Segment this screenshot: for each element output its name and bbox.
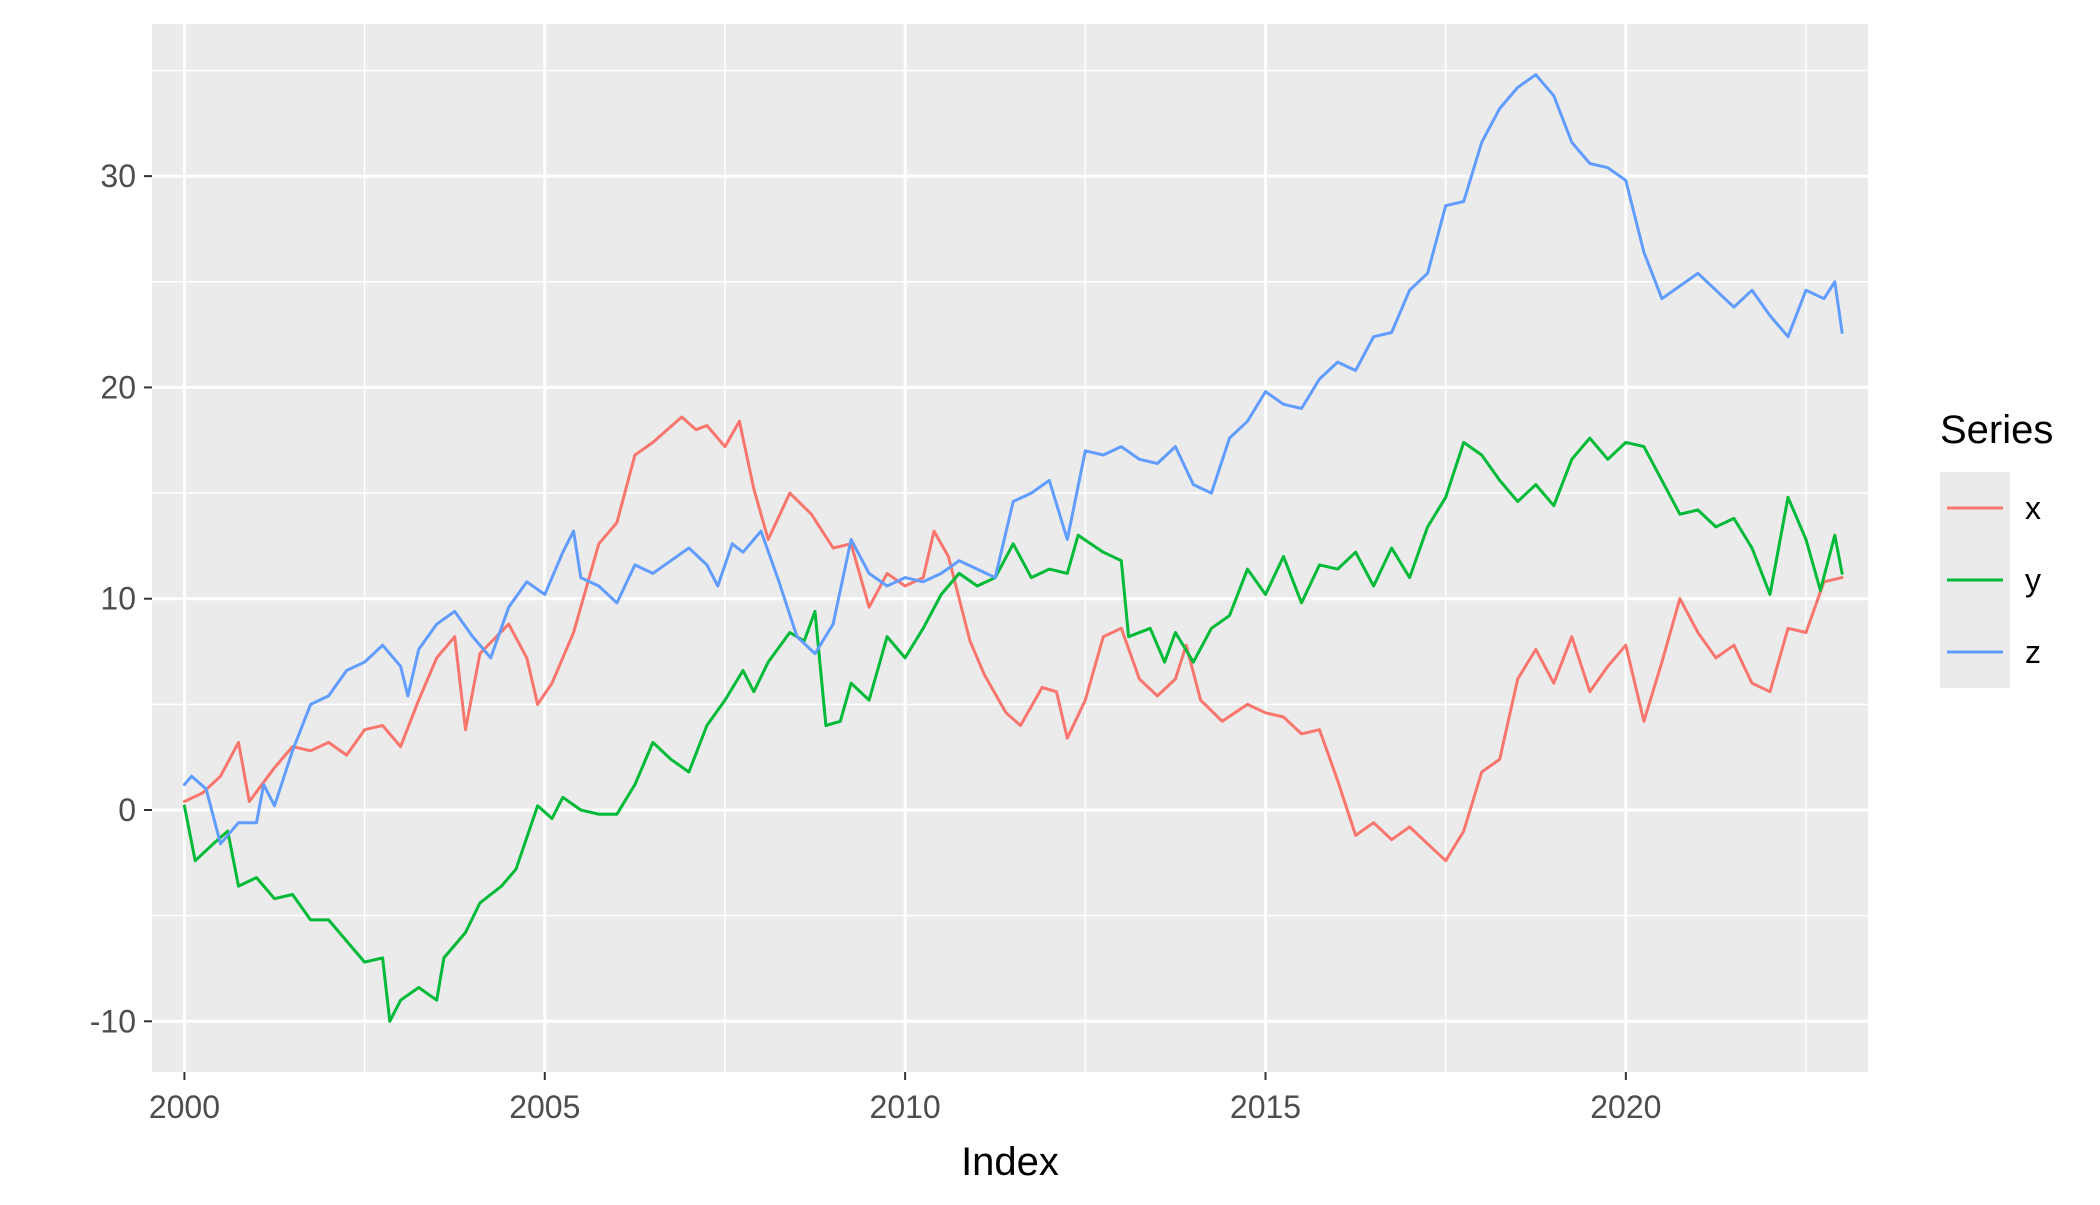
legend-label-y: y [2025, 562, 2041, 598]
x-tick-label: 2000 [149, 1089, 220, 1125]
legend-title: Series [1940, 408, 2053, 452]
y-tick-label: 0 [118, 792, 136, 828]
x-tick-label: 2015 [1230, 1089, 1301, 1125]
y-tick-label: 30 [100, 158, 136, 194]
series-line-x [182, 415, 1844, 863]
x-axis: 2000 2005 2010 2015 2020 [149, 1072, 1661, 1125]
legend-label-z: z [2025, 634, 2041, 670]
minor-gridlines [152, 24, 1868, 1072]
x-axis-title: Index [961, 1140, 1059, 1184]
y-tick-label: -10 [90, 1003, 136, 1039]
series-lines [182, 73, 1844, 1023]
y-tick-label: 10 [100, 581, 136, 617]
legend-items: xyz [1947, 490, 2041, 670]
y-tick-label: 20 [100, 369, 136, 405]
major-gridlines [152, 24, 1868, 1072]
series-line-y [182, 436, 1844, 1023]
legend: Series xyz [1940, 408, 2053, 688]
x-tick-label: 2020 [1590, 1089, 1661, 1125]
y-axis: -10 0 10 20 30 [90, 158, 152, 1039]
x-tick-label: 2010 [870, 1089, 941, 1125]
x-tick-label: 2005 [509, 1089, 580, 1125]
series-line-z [182, 73, 1844, 846]
legend-label-x: x [2025, 490, 2041, 526]
